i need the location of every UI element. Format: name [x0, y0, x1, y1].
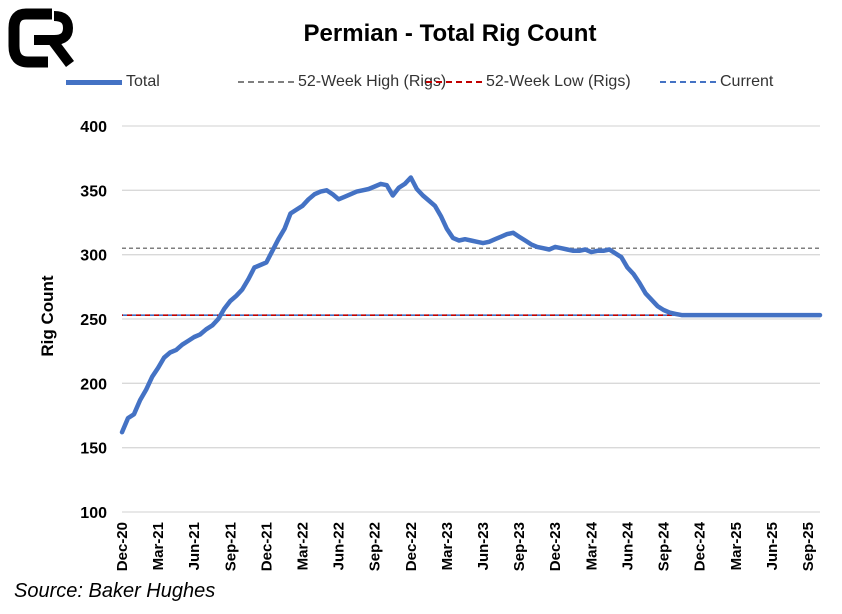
y-tick-label: 400: [80, 119, 107, 136]
y-tick-label: 200: [80, 376, 107, 393]
legend-label-total: Total: [126, 73, 160, 90]
x-tick-label: Sep-25: [800, 522, 817, 571]
legend-item-low: 52-Week Low (Rigs): [426, 73, 631, 91]
company-logo: [8, 8, 74, 68]
y-tick-label: 350: [80, 183, 107, 200]
logo-r-shape: [34, 11, 74, 67]
x-tick-label: Sep-23: [511, 522, 528, 571]
x-tick-label: Dec-22: [403, 522, 420, 571]
x-tick-label: Sep-21: [222, 522, 239, 571]
legend-swatch-high: [238, 81, 294, 83]
x-tick-label: Dec-21: [258, 522, 275, 571]
source-note: Source: Baker Hughes: [14, 580, 216, 602]
x-tick-label: Mar-25: [728, 522, 745, 570]
x-tick-label: Jun-24: [619, 521, 636, 570]
legend-item-total: Total: [66, 73, 160, 91]
legend: Total 52-Week High (Rigs) 52-Week Low (R…: [60, 73, 820, 95]
y-tick-label: 100: [80, 505, 107, 522]
legend-item-high: 52-Week High (Rigs): [238, 73, 446, 91]
legend-swatch-total: [66, 79, 122, 85]
y-tick-label: 300: [80, 248, 107, 265]
x-tick-label: Jun-22: [331, 522, 348, 570]
x-tick-label: Dec-23: [547, 522, 564, 571]
legend-label-high: 52-Week High (Rigs): [298, 73, 447, 90]
y-tick-label: 150: [80, 441, 107, 458]
x-tick-label: Jun-23: [475, 522, 492, 570]
x-tick-label: Mar-21: [150, 522, 167, 570]
x-tick-label: Jun-21: [186, 522, 203, 570]
series-total-line: [119, 175, 823, 435]
x-tick-label: Dec-24: [692, 521, 709, 571]
x-tick-label: Dec-20: [114, 522, 131, 571]
x-tick-label: Jun-25: [764, 522, 781, 570]
y-tick-label: 250: [80, 312, 107, 329]
logo-c-shape: [8, 8, 52, 68]
legend-swatch-current: [660, 81, 716, 83]
legend-item-current: Current: [660, 73, 773, 91]
x-tick-label: Mar-22: [295, 522, 312, 570]
legend-label-current: Current: [720, 73, 774, 90]
chart-title: Permian - Total Rig Count: [303, 20, 597, 47]
x-tick-label: Mar-24: [583, 521, 600, 570]
legend-swatch-low: [426, 81, 482, 83]
x-tick-label: Sep-22: [367, 522, 384, 571]
legend-label-low: 52-Week Low (Rigs): [486, 73, 631, 90]
x-tick-label: Sep-24: [656, 521, 673, 571]
x-tick-label: Mar-23: [439, 522, 456, 570]
